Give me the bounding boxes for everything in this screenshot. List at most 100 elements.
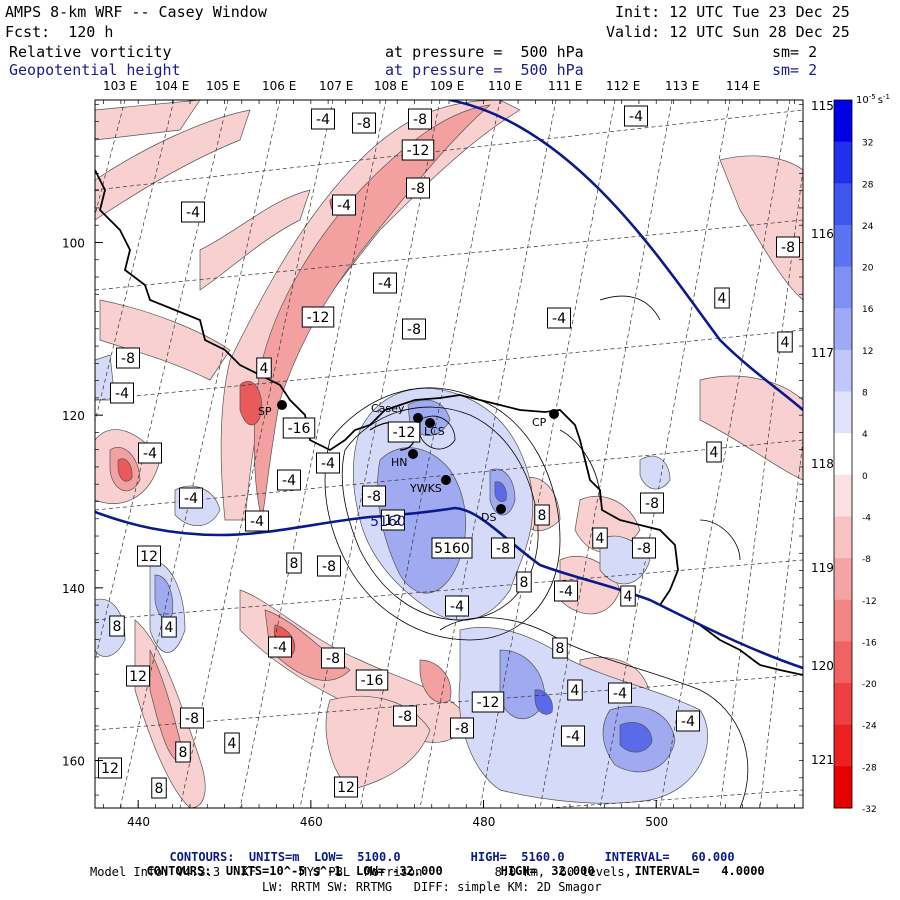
vorticity-contour-label: -4	[184, 491, 198, 507]
colorbar-tick-label: 32	[862, 139, 873, 149]
field2-smoothing: sm= 2	[772, 61, 818, 79]
colorbar-tick-label: -24	[862, 722, 877, 732]
longitude-label: 110 E	[488, 79, 522, 93]
colorbar-tick-label: -32	[862, 805, 877, 815]
vorticity-contour-label: -16	[288, 421, 311, 437]
colorbar-unit: 10-5 s-1	[856, 93, 890, 106]
vorticity-contour-label: -4	[321, 456, 335, 472]
longitude-label: 111 E	[548, 79, 582, 93]
vorticity-contour-label: -16	[361, 673, 384, 689]
colorbar-swatch	[834, 599, 852, 642]
colorbar-tick-label: 12	[862, 347, 873, 357]
vorticity-contour-label: -4	[378, 276, 392, 292]
colorbar-tick-label: 4	[862, 430, 868, 440]
vorticity-labels: -4 -8 -8 -4 -12 -8 -4 -4 -4 -8 -12 -4 -8 4 4 -8 -4 -16 4 -4…	[98, 105, 800, 799]
station-marker	[408, 449, 418, 459]
footer-height-contours: CONTOURS: UNITS=m LOW= 5100.0 HIGH= 5160.…	[169, 850, 735, 864]
vorticity-contour-label: -8	[121, 351, 135, 367]
vorticity-contour-label: 4	[718, 291, 727, 307]
longitude-label: 113 E	[665, 79, 699, 93]
station-label: HN	[391, 456, 408, 469]
station-marker	[277, 400, 287, 410]
vorticity-contour-label: -4	[250, 514, 264, 530]
vorticity-contour-label: -4	[559, 584, 573, 600]
colorbar-swatch	[834, 141, 852, 184]
colorbar-swatch	[834, 308, 852, 351]
colorbar-tick-label: 28	[862, 180, 874, 190]
footer-physics: LW: RRTM SW: RRTMG DIFF: simple KM: 2D S…	[262, 880, 602, 894]
vorticity-contour-label: -8	[413, 112, 427, 128]
longitude-label: 104 E	[155, 79, 189, 93]
colorbar-tick-label: 20	[862, 264, 874, 274]
station-marker	[549, 409, 559, 419]
plot-title: AMPS 8-km WRF -- Casey Window	[5, 3, 267, 21]
x-tick-label: 460	[300, 815, 323, 829]
vorticity-contour-label: -4	[337, 198, 351, 214]
vorticity-contour-label: -4	[282, 473, 296, 489]
vorticity-contour-label: -8	[407, 322, 421, 338]
y-tick-label: 100	[62, 236, 85, 250]
vorticity-contour-label: -4	[273, 640, 287, 656]
coastline	[95, 169, 803, 676]
colorbar-swatch	[834, 724, 852, 767]
vorticity-contour-label: -4	[143, 446, 157, 462]
vorticity-contour-label: -4	[629, 109, 643, 125]
longitude-label: 112 E	[606, 79, 640, 93]
station-label: Casey	[371, 402, 405, 415]
vorticity-contour-label: 8	[155, 781, 164, 797]
field2-name: Geopotential height	[9, 61, 181, 79]
map-field: -4 -8 -8 -4 -12 -8 -4 -4 -4 -8 -12 -4 -8 4 4 -8 -4 -16 4 -4…	[95, 100, 803, 808]
colorbar-swatch	[834, 558, 852, 601]
vorticity-contour-label: 12	[337, 780, 355, 796]
colorbar-tick-label: -12	[862, 597, 877, 607]
vorticity-contour-label: -4	[566, 729, 580, 745]
vorticity-contour-label: 4	[710, 445, 719, 461]
station-label: YWKS	[409, 482, 442, 495]
vorticity-contour-label: 12	[384, 513, 402, 529]
field1-level: at pressure = 500 hPa	[385, 43, 584, 61]
footer-model-info: Model Info: V4.3.3 KF MYJ PBL Morrison 8…	[90, 865, 632, 879]
colorbar-swatch	[834, 100, 852, 143]
field1-smoothing: sm= 2	[772, 43, 818, 61]
colorbar-tick-label: 0	[862, 472, 868, 482]
x-tick-label: 480	[473, 815, 496, 829]
vorticity-contour-label: -8	[398, 709, 412, 725]
vorticity-contour-label: -12	[307, 310, 330, 326]
colorbar: 32 28 24 20 16 12 8 4 0 -4 -8 -12 -16 -20 -24 -28 -32	[833, 99, 877, 815]
vorticity-contour-label: 4	[596, 531, 605, 547]
longitude-label: 105 E	[206, 79, 240, 93]
vorticity-contour-label: 8	[556, 641, 565, 657]
vorticity-contour-label: 4	[165, 620, 174, 636]
y-tick-label: 160	[62, 755, 85, 769]
vorticity-contour-label: 8	[290, 556, 299, 572]
vorticity-contour-label: -4	[552, 311, 566, 327]
vorticity-contour-label: -8	[322, 559, 336, 575]
vorticity-contour-label: 5160	[434, 541, 470, 557]
vorticity-contour-label: -8	[455, 721, 469, 737]
longitude-label: 107 E	[319, 79, 353, 93]
y-tick-label: 120	[62, 409, 85, 423]
vorticity-contour-label: -8	[326, 651, 340, 667]
vorticity-contour-label: 4	[228, 736, 237, 752]
vorticity-contour-label: -8	[367, 489, 381, 505]
vorticity-contour-label: -8	[411, 181, 425, 197]
colorbar-swatch	[834, 349, 852, 393]
colorbar-swatch	[834, 766, 852, 809]
vorticity-contour-label: 12	[129, 669, 147, 685]
station-label: LCS	[424, 425, 445, 438]
vorticity-contour-label: -12	[393, 425, 416, 441]
vorticity-contour-label: 4	[260, 361, 269, 377]
vorticity-contour-label: -8	[781, 240, 795, 256]
station-marker	[441, 475, 451, 485]
vorticity-contour-label: -8	[496, 541, 510, 557]
vorticity-contour-label: -4	[681, 714, 695, 730]
station-label: DS	[481, 511, 496, 524]
colorbar-swatch	[834, 641, 852, 684]
vorticity-contour-label: 4	[781, 335, 790, 351]
axis-ticks: 440 460 480 500 100 120 140 160	[62, 100, 803, 829]
station-label: CP	[532, 416, 547, 429]
colorbar-swatch	[834, 183, 852, 226]
colorbar-tick-label: -4	[862, 513, 871, 523]
colorbar-tick-label: -16	[862, 638, 877, 648]
field1-name: Relative vorticity	[9, 43, 172, 61]
